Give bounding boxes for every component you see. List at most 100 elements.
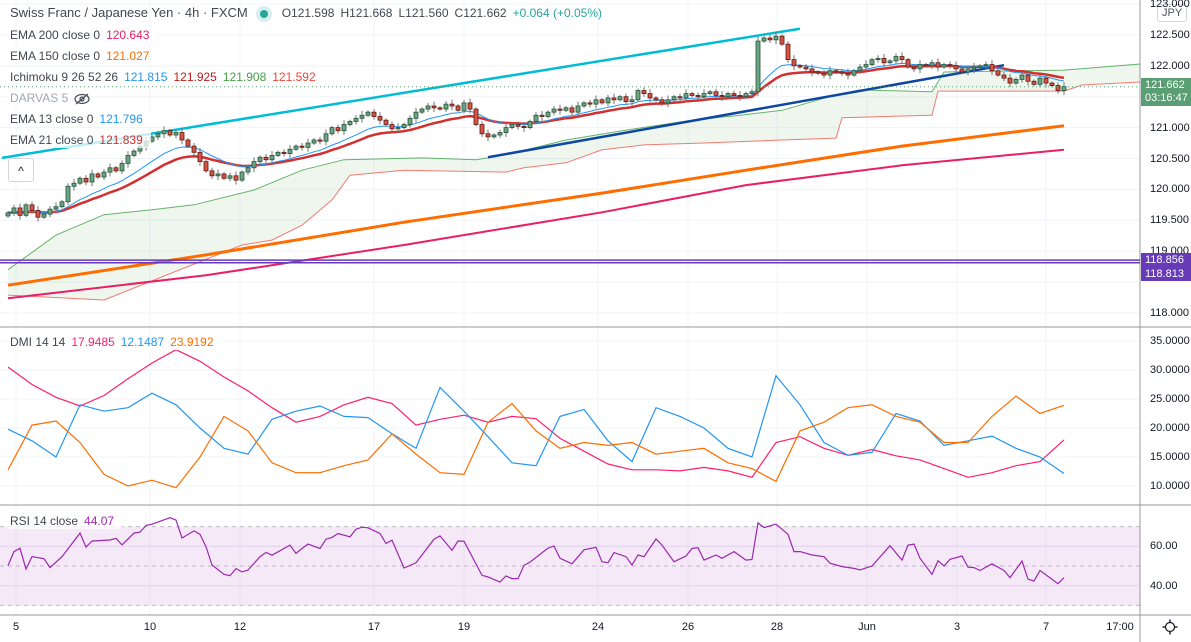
legend-ema150[interactable]: EMA 150 close 0 121.027 (8, 48, 158, 64)
candle (743, 91, 749, 99)
candle (767, 34, 773, 43)
candle-body (1019, 74, 1025, 80)
dmi-di-line (7, 395, 1065, 489)
price-tick-label: 122.000 (1150, 59, 1190, 72)
market-status-icon (259, 9, 268, 18)
candle (77, 176, 83, 186)
eye-hidden-icon[interactable] (74, 93, 90, 105)
ohlc-change: +0.064 (+0.05%) (512, 6, 602, 20)
candle (173, 129, 179, 139)
candle-body (155, 133, 161, 138)
candle (935, 58, 941, 72)
candle (959, 67, 965, 74)
candle-body (725, 93, 731, 98)
candle-body (329, 127, 335, 135)
candle-body (347, 121, 353, 125)
candle-body (233, 175, 239, 181)
candle (695, 92, 701, 100)
candle-body (773, 35, 779, 41)
candle (515, 121, 521, 130)
legend-value: 121.592 (272, 70, 316, 84)
candle (887, 59, 893, 65)
candle (209, 167, 215, 179)
candle-body (323, 133, 329, 142)
candle (389, 121, 395, 132)
candle-body (47, 208, 53, 215)
candle-body (605, 97, 611, 104)
candle (671, 94, 677, 102)
candle-body (875, 57, 881, 61)
candle-body (557, 108, 563, 111)
ichimoku-span-b (7, 81, 1140, 301)
candle (365, 110, 371, 118)
trendline-lower (487, 63, 1005, 159)
candle-body (173, 132, 179, 136)
legend-darvas[interactable]: DARVAS 5 (8, 90, 93, 106)
price-tick-label: 120.500 (1150, 152, 1190, 165)
time-tick-label: 28 (770, 621, 784, 633)
candle (905, 57, 911, 69)
candle-body (701, 93, 707, 98)
candle-body (533, 114, 539, 122)
candle (167, 128, 173, 137)
dmi-panel (7, 349, 1065, 489)
currency-label[interactable]: JPY (1157, 4, 1188, 22)
legend-label: Ichimoku 9 26 52 26 (10, 70, 119, 84)
price-tick-label: 120.000 (1150, 183, 1190, 196)
symbol-header: Swiss Franc / Japanese Yen · 4h · FXCM O1… (8, 4, 610, 21)
candle (239, 170, 245, 182)
candle (263, 154, 269, 163)
legend-ema200[interactable]: EMA 200 close 0 120.643 (8, 27, 158, 43)
candle-body (59, 201, 65, 208)
ema200-line (7, 148, 1065, 300)
legend-value: 121.925 (173, 70, 217, 84)
legend-dmi[interactable]: DMI 14 14 17.9485 12.1487 23.9192 (8, 334, 222, 350)
legend-ema13[interactable]: EMA 13 close 0 121.796 (8, 111, 151, 127)
candle (1031, 79, 1037, 87)
candle (89, 169, 95, 187)
candle-body (101, 171, 107, 178)
candle (629, 95, 635, 106)
candle (1055, 82, 1061, 94)
rsi-tick-label: 40.00 (1150, 579, 1178, 592)
rsi-panel (0, 517, 1140, 606)
candle (347, 119, 353, 127)
candle (407, 115, 413, 128)
candle (587, 99, 593, 108)
candle (533, 112, 539, 125)
dmi-adx-line (7, 349, 1065, 478)
candle (461, 99, 467, 114)
candle (107, 163, 113, 177)
dmi-tick-label: 20.0000 (1150, 422, 1190, 434)
candle-body (89, 173, 95, 183)
candle-body (377, 116, 383, 121)
candle-body (593, 99, 599, 105)
candle-body (755, 40, 761, 93)
collapse-legend-button[interactable]: ^ (8, 158, 34, 182)
settings-gear-icon[interactable] (1162, 619, 1178, 635)
candle (503, 123, 509, 137)
candle (191, 143, 197, 156)
candle (833, 68, 839, 74)
candle-body (209, 170, 215, 177)
legend-rsi[interactable]: RSI 14 close 44.07 (8, 513, 123, 529)
legend-ichimoku[interactable]: Ichimoku 9 26 52 26 121.815 121.925 121.908… (8, 69, 324, 85)
candle-body (563, 107, 569, 111)
candle (815, 70, 821, 76)
candle-body (71, 182, 77, 187)
candle (401, 122, 407, 130)
candle (563, 105, 569, 113)
candle (593, 95, 599, 109)
candle-body (647, 93, 653, 99)
candle-body (665, 99, 671, 104)
candle (641, 87, 647, 97)
candle-body (515, 124, 521, 127)
candle-body (959, 68, 965, 73)
symbol-title[interactable]: Swiss Franc / Japanese Yen · 4h · FXCM (10, 5, 248, 20)
candle (185, 138, 191, 148)
candle-body (239, 171, 245, 181)
candle-body (575, 105, 581, 113)
candle-body (383, 119, 389, 125)
legend-ema21[interactable]: EMA 21 close 0 121.839 (8, 132, 151, 148)
